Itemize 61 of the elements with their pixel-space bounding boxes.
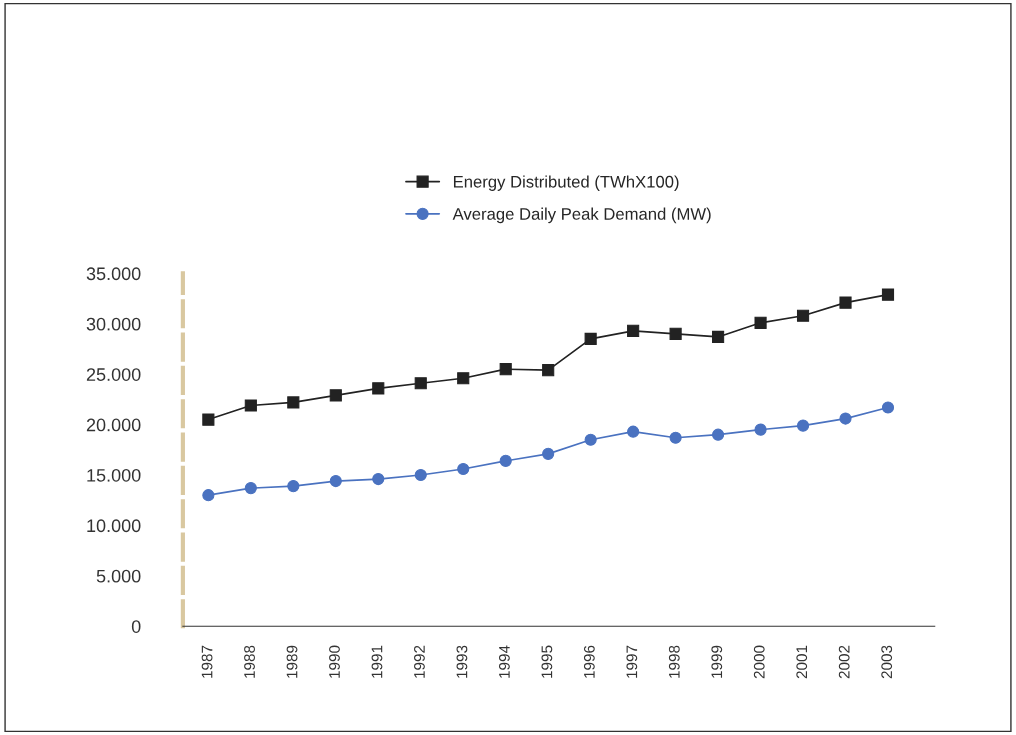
- y-tick-label: 25.000: [86, 368, 141, 381]
- point: [627, 425, 640, 438]
- point: [414, 468, 427, 482]
- point: [839, 412, 852, 425]
- point: [457, 372, 470, 385]
- x-tick-label: 1996: [583, 645, 595, 678]
- y-tick-label: 15.000: [87, 468, 141, 482]
- y-tick-label: 5.000: [96, 569, 141, 583]
- point: [287, 480, 300, 493]
- point: [329, 474, 342, 488]
- x-tick-label: 1993: [456, 645, 468, 678]
- point: [754, 316, 767, 329]
- point: [839, 296, 852, 309]
- y-tick-label: 10.000: [87, 519, 141, 533]
- legend-label: Average Daily Peak Demand (MW): [452, 207, 711, 224]
- point: [372, 472, 385, 486]
- y-tick-label: 35.000: [86, 267, 141, 281]
- point: [584, 433, 597, 446]
- point: [414, 377, 427, 390]
- point: [542, 364, 555, 377]
- x-tick-label: 1987: [201, 645, 213, 678]
- y-tick-label: 0: [131, 620, 141, 633]
- point: [669, 431, 682, 444]
- point: [499, 454, 512, 467]
- x-tick-label: 2000: [753, 645, 765, 679]
- x-tick-label: 1992: [414, 645, 425, 678]
- x-tick-label: 2001: [796, 645, 808, 679]
- point: [287, 396, 300, 409]
- point: [244, 482, 257, 495]
- point: [202, 413, 215, 426]
- point: [881, 401, 895, 414]
- point: [627, 324, 640, 337]
- point: [584, 332, 597, 346]
- x-tick-label: 1991: [371, 645, 383, 678]
- legend-label: Energy Distributed (TWhX100): [453, 175, 679, 191]
- x-tick-label: 2002: [838, 645, 850, 679]
- point: [329, 389, 342, 402]
- x-tick-label: 1995: [541, 645, 553, 678]
- x-tick-label: 1994: [498, 645, 510, 678]
- x-tick-label: 2003: [881, 645, 893, 679]
- point: [796, 419, 810, 432]
- x-tick-label: 1998: [668, 645, 680, 678]
- point: [881, 288, 895, 301]
- point: [796, 309, 810, 322]
- point: [244, 399, 257, 412]
- point: [499, 363, 512, 376]
- y-tick-label: 20.000: [86, 418, 141, 432]
- point: [712, 428, 725, 441]
- point: [754, 423, 767, 436]
- point: [712, 330, 725, 343]
- point: [372, 382, 385, 395]
- x-tick-label: 1999: [711, 645, 723, 678]
- point: [542, 447, 555, 460]
- x-tick-label: 1997: [626, 645, 638, 678]
- x-tick-label: 1989: [286, 645, 298, 678]
- x-tick-label: 1988: [244, 645, 255, 678]
- point: [457, 462, 470, 476]
- x-tick-label: 1990: [329, 645, 340, 678]
- point: [669, 327, 682, 340]
- y-tick-label: 30.000: [86, 317, 141, 331]
- point: [202, 489, 215, 502]
